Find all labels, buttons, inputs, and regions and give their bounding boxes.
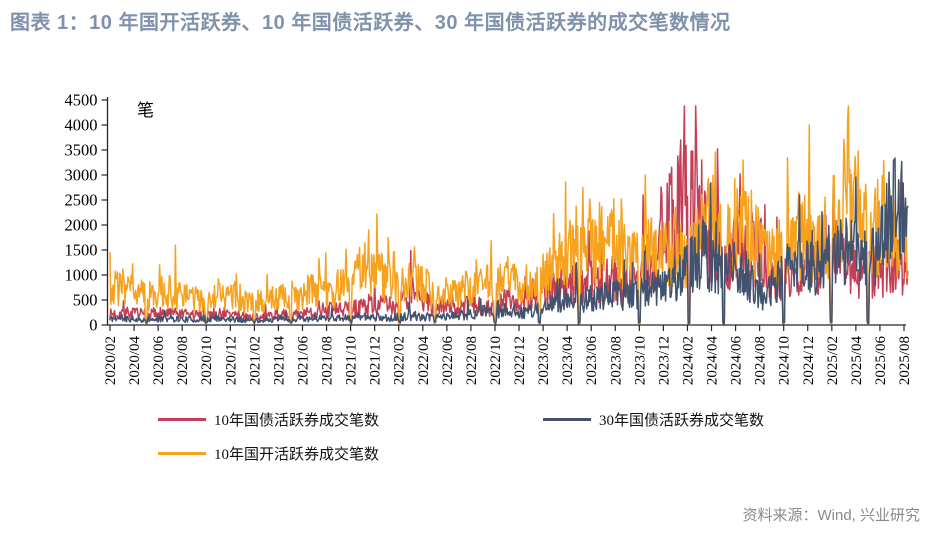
series-line-10y-cdb [109,105,909,325]
y-tick-label: 1500 [65,241,98,260]
y-tick-label: 500 [73,291,98,310]
x-tick-label: 2025/02 [825,336,841,385]
x-tick-label: 2021/10 [344,336,360,385]
y-tick-label: 2500 [65,191,98,210]
chart-legend: 10年国债活跃券成交笔数 30年国债活跃券成交笔数 10年国开活跃券成交笔数 [158,409,764,464]
x-tick-label: 2020/02 [103,336,119,385]
x-tick-label: 2022/12 [512,336,528,385]
x-tick-label: 2022/02 [392,336,408,385]
x-tick-label: 2020/12 [223,336,239,385]
y-tick-label: 1000 [65,266,98,285]
x-tick-label: 2024/08 [753,336,769,385]
legend-label-10y-cdb: 10年国开活跃券成交笔数 [214,447,380,463]
series-line-30y-treasury [109,157,909,325]
y-tick-label: 4500 [65,91,98,110]
x-tick-label: 2023/04 [560,336,576,386]
x-tick-label: 2024/10 [777,336,793,385]
x-tick-label: 2020/04 [127,336,143,386]
x-tick-label: 2023/10 [632,336,648,385]
x-tick-label: 2022/08 [464,336,480,385]
y-tick-label: 0 [89,316,97,335]
y-tick-label: 2000 [65,216,98,235]
x-tick-label: 2021/12 [368,336,384,385]
x-tick-label: 2024/06 [729,336,745,386]
x-tick-label: 2023/06 [584,336,600,386]
x-tick-label: 2023/02 [536,336,552,385]
x-tick-label: 2025/04 [849,336,865,386]
y-tick-label: 4000 [65,116,98,135]
x-tick-label: 2024/04 [705,336,721,386]
legend-item-30y-treasury: 30年国债活跃券成交笔数 [543,409,764,430]
x-tick-label: 2021/04 [271,336,287,386]
x-tick-label: 2024/02 [680,336,696,385]
legend-label-10y-treasury: 10年国债活跃券成交笔数 [214,413,380,429]
x-tick-label: 2020/10 [199,336,215,385]
y-tick-label: 3500 [65,141,98,160]
x-tick-label: 2021/02 [247,336,263,385]
x-tick-label: 2020/06 [151,336,167,386]
page-title: 图表 1：10 年国开活跃券、10 年国债活跃券、30 年国债活跃券的成交笔数情… [10,12,731,34]
legend-line-orange-icon [158,452,206,455]
x-tick-label: 2021/08 [320,336,336,385]
x-tick-label: 2020/08 [175,336,191,385]
source-note: 资料来源：Wind, 兴业研究 [742,507,920,524]
x-tick-label: 2025/08 [897,336,913,385]
x-tick-label: 2022/06 [440,336,456,386]
x-tick-label: 2022/10 [488,336,504,385]
x-tick-label: 2023/12 [656,336,672,385]
legend-label-30y-treasury: 30年国债活跃券成交笔数 [599,413,765,429]
x-tick-label: 2022/04 [416,336,432,386]
legend-line-red-icon [158,418,206,421]
x-tick-label: 2024/12 [801,336,817,385]
x-tick-label: 2025/06 [873,336,889,386]
legend-item-10y-treasury: 10年国债活跃券成交笔数 [158,409,543,430]
x-tick-label: 2021/06 [295,336,311,386]
y-axis-unit-label: 笔 [137,101,154,120]
legend-item-10y-cdb: 10年国开活跃券成交笔数 [158,443,543,464]
y-tick-label: 3000 [65,166,98,185]
legend-line-navy-icon [543,418,591,421]
x-tick-label: 2023/08 [608,336,624,385]
